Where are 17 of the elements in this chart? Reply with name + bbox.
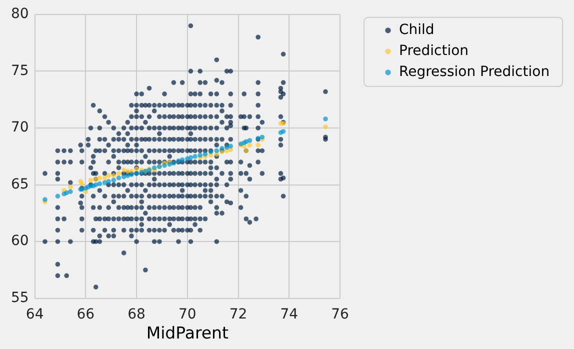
x-tick-label: 66 [76, 306, 95, 322]
legend-label: Prediction [399, 43, 469, 60]
legend-label: Child [399, 22, 434, 38]
x-tick-label: 70 [178, 306, 196, 322]
y-tick-label: 60 [10, 233, 29, 250]
y-tick-label: 70 [10, 120, 29, 136]
legend-label: Regression Prediction [399, 64, 550, 80]
x-tick-label: 76 [331, 306, 349, 322]
y-tick-label: 65 [10, 176, 29, 192]
y-tick-label: 55 [10, 290, 29, 306]
y-tick-label: 80 [10, 6, 29, 22]
x-tick-label: 64 [26, 306, 44, 322]
x-tick-label: 74 [280, 306, 298, 322]
y-tick-label: 75 [10, 62, 29, 79]
x-tick-label: 68 [128, 306, 146, 322]
x-tick-label: 72 [229, 306, 248, 322]
x-axis-title: MidParent [146, 323, 229, 342]
